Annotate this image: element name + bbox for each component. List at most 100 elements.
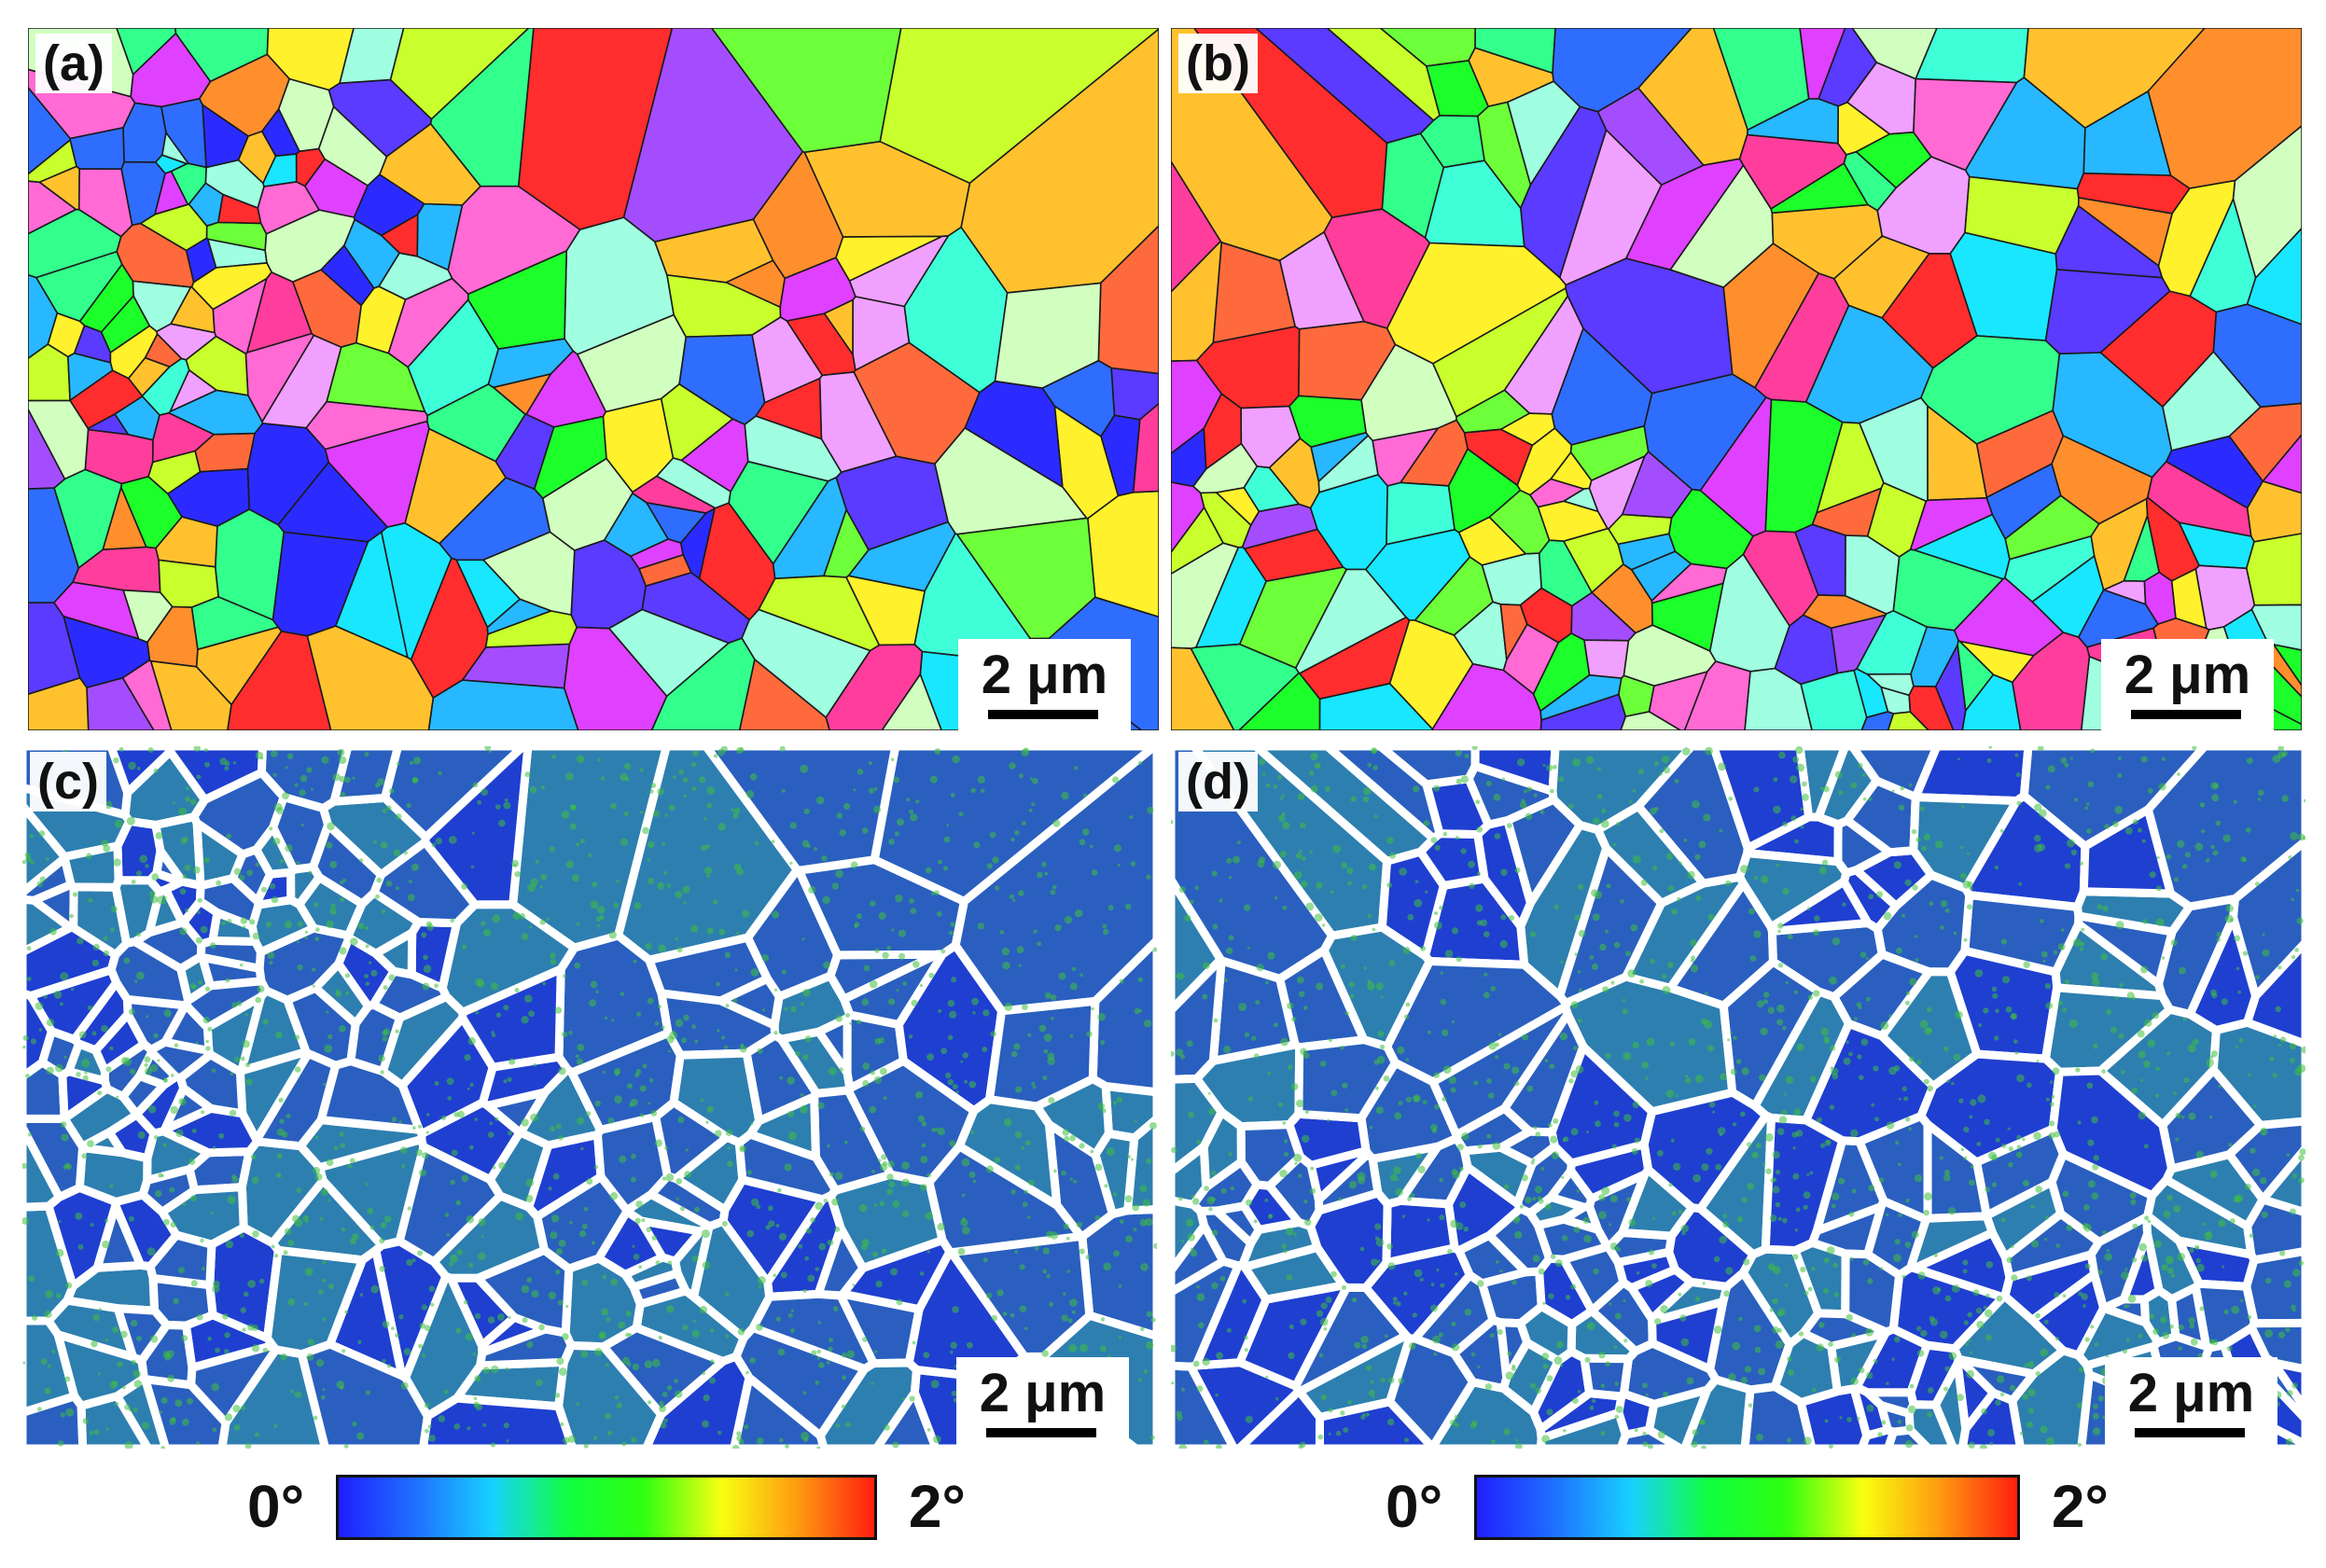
grain xyxy=(852,296,911,372)
grain xyxy=(121,659,173,730)
grain xyxy=(153,170,189,215)
grain xyxy=(113,1374,171,1449)
grain xyxy=(1460,1143,1537,1208)
grain xyxy=(118,1072,169,1118)
grain xyxy=(317,104,388,187)
grain xyxy=(1238,566,1348,670)
panel-label-c: (c) xyxy=(30,752,106,812)
grain-cells-d xyxy=(1171,746,2305,1449)
grain xyxy=(2258,1144,2305,1217)
grain xyxy=(1909,793,2021,893)
grain xyxy=(599,1324,728,1419)
grain xyxy=(1866,481,1928,558)
grain xyxy=(1680,1375,1755,1449)
grain xyxy=(1863,1197,1930,1280)
grain xyxy=(2262,433,2302,494)
grain xyxy=(149,659,232,730)
grain xyxy=(1583,639,1630,679)
grain xyxy=(22,1123,63,1212)
grain xyxy=(2154,895,2239,1019)
grain xyxy=(1123,1114,1157,1215)
colorbar-right: 0° 2° xyxy=(1386,1469,2109,1548)
grain xyxy=(1764,398,1844,534)
grain xyxy=(418,1394,578,1449)
grain xyxy=(2143,1175,2256,1259)
grain xyxy=(2079,805,2175,898)
grain xyxy=(1243,465,1301,513)
grain xyxy=(261,334,342,429)
grain xyxy=(645,933,772,1006)
grain xyxy=(141,1375,230,1449)
grain xyxy=(653,218,774,284)
grain xyxy=(166,467,251,527)
grain xyxy=(2245,533,2302,606)
scale-bar-c: 2 μm xyxy=(956,1357,1129,1449)
grain xyxy=(179,896,222,949)
grain xyxy=(570,539,648,630)
grain xyxy=(1317,434,1379,493)
misorientation-map-d: (d) 2 μm xyxy=(1171,746,2305,1449)
grain xyxy=(188,182,224,228)
grain xyxy=(1488,489,1551,555)
grain xyxy=(2012,631,2091,730)
grain xyxy=(1830,950,1934,1041)
grain xyxy=(306,625,435,730)
grain xyxy=(69,126,125,171)
grain xyxy=(964,380,1064,489)
grain xyxy=(257,181,321,235)
grain xyxy=(576,313,688,413)
grain xyxy=(67,352,114,402)
grain xyxy=(710,28,902,154)
grain xyxy=(645,501,708,544)
grain xyxy=(1414,556,1494,636)
grain xyxy=(748,1289,878,1373)
colorbar-right-max: 2° xyxy=(2051,1473,2109,1540)
grain xyxy=(1738,133,1847,210)
grain xyxy=(168,368,218,413)
grain xyxy=(252,1049,341,1151)
grain xyxy=(607,608,731,698)
scale-bar-a-label: 2 μm xyxy=(981,645,1108,705)
grain xyxy=(127,356,172,397)
panel-label-b: (b) xyxy=(1178,34,1258,93)
grain xyxy=(1770,162,1870,215)
grain xyxy=(2082,90,2172,176)
grain xyxy=(77,1128,127,1158)
grain-cells-a xyxy=(28,28,1159,730)
grain xyxy=(1911,746,2033,805)
misorientation-map-d-image xyxy=(1171,746,2305,1449)
grain xyxy=(1621,450,1693,519)
grain xyxy=(1906,1340,1963,1409)
grain xyxy=(1722,243,1820,389)
grain xyxy=(1536,1408,1630,1449)
grain xyxy=(158,1183,248,1249)
grain xyxy=(192,818,247,890)
grain xyxy=(260,107,300,158)
grain xyxy=(1957,640,2036,684)
colorbar-left-gradient xyxy=(336,1475,877,1540)
grain xyxy=(1499,603,1528,662)
grain xyxy=(122,589,174,644)
orientation-map-a: (a) 2 μm xyxy=(28,28,1159,730)
grain xyxy=(602,397,675,493)
grain xyxy=(1237,672,1321,730)
grain xyxy=(1712,28,1810,132)
grain xyxy=(2167,1283,2211,1351)
grain xyxy=(297,1339,432,1449)
grain xyxy=(1913,77,2018,172)
orientation-map-b-image xyxy=(1171,28,2302,730)
grain xyxy=(2170,567,2208,630)
grain xyxy=(87,412,131,436)
grain xyxy=(1539,693,1627,730)
grain xyxy=(1503,294,1584,415)
scale-bar-c-line xyxy=(986,1428,1096,1437)
misorientation-map-c-image xyxy=(22,746,1157,1449)
grain xyxy=(182,977,271,1033)
colorbar-right-min: 0° xyxy=(1386,1473,1443,1540)
grain xyxy=(1910,626,1959,687)
grain xyxy=(1887,711,1930,730)
grain xyxy=(60,841,123,892)
grain xyxy=(202,103,249,169)
grain xyxy=(758,575,881,652)
grain xyxy=(881,673,942,730)
